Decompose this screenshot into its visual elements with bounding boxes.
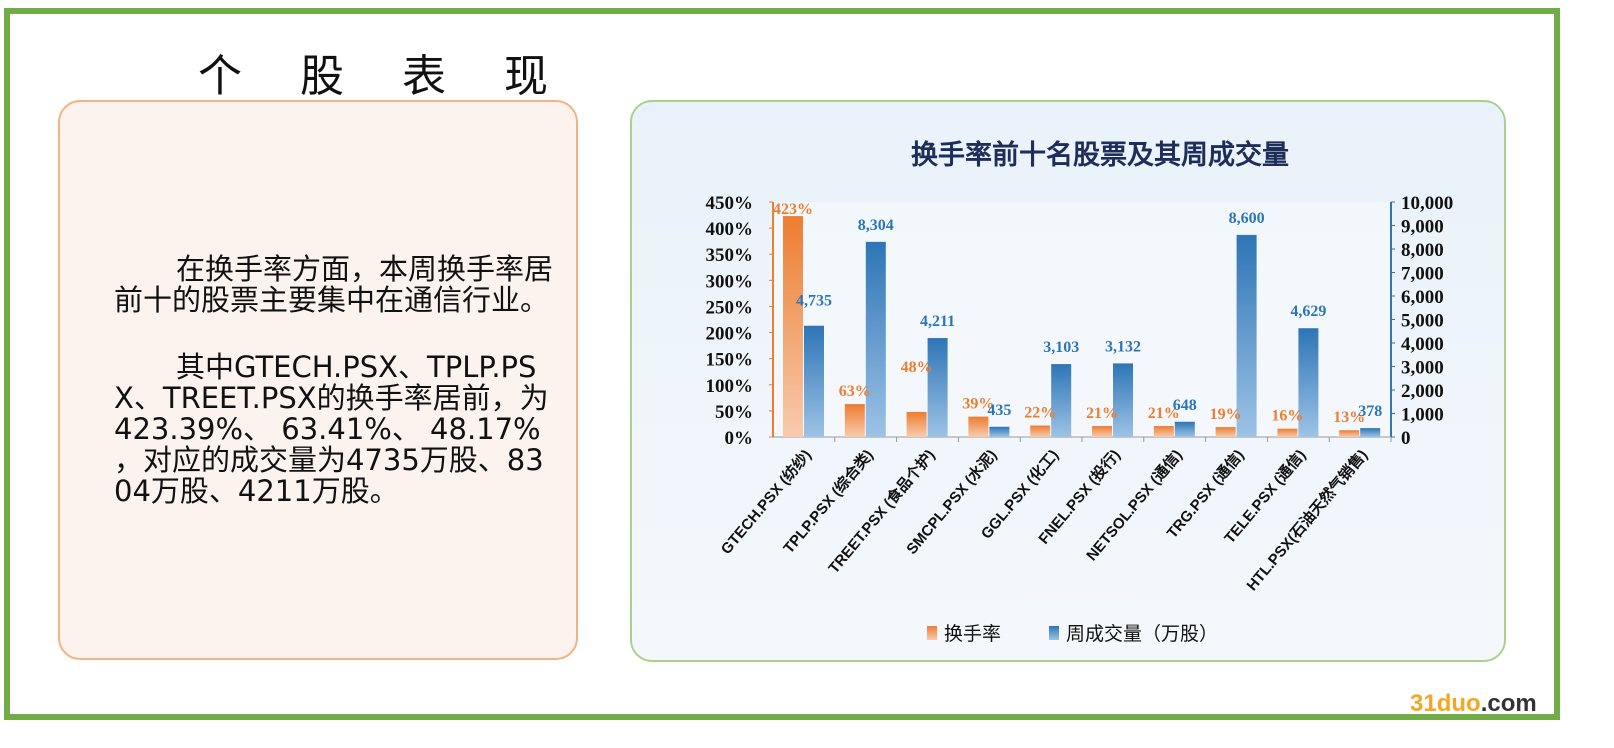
data-label-turnover: 13%	[1333, 409, 1365, 426]
paragraph-turnover-summary: 在换手率方面，本周换手率居前十的股票主要集中在通信行业。	[114, 252, 554, 317]
page-title: 个 股 表 现	[198, 51, 570, 102]
left-tick-label: 200%	[706, 324, 754, 345]
left-tick-label: 400%	[706, 219, 754, 240]
right-tick-label: 10,000	[1401, 193, 1453, 214]
watermark-main: 31duo	[1410, 690, 1481, 717]
data-label-volume: 4,735	[796, 293, 832, 310]
x-category-label: TREET.PSX (食品个护)	[825, 446, 939, 577]
bar-volume	[804, 325, 824, 437]
bar-turnover	[1339, 430, 1360, 437]
data-label-turnover: 21%	[1086, 405, 1118, 422]
data-label-volume: 435	[987, 402, 1011, 419]
left-tick-label: 350%	[706, 245, 754, 266]
data-label-turnover: 39%	[962, 396, 994, 413]
right-tick-label: 7,000	[1401, 264, 1444, 285]
turnover-volume-chart: 换手率前十名股票及其周成交量 0% 50% 100% 150% 200% 250% 300%…	[706, 139, 1454, 645]
data-label-turnover: 22%	[1024, 405, 1056, 422]
chart-title: 换手率前十名股票及其周成交量	[911, 139, 1289, 170]
left-tick-label: 450%	[706, 193, 754, 214]
right-tick-label: 0	[1401, 428, 1411, 449]
slide-frame	[4, 8, 1560, 720]
data-label-volume: 8,304	[858, 217, 894, 234]
left-tick-label: 100%	[706, 376, 754, 397]
data-label-volume: 648	[1173, 397, 1197, 414]
bar-volume	[865, 241, 886, 437]
bar-volume	[1298, 328, 1319, 437]
left-tick-label: 250%	[706, 297, 754, 318]
bar-turnover	[1215, 427, 1236, 437]
data-label-turnover: 63%	[839, 383, 871, 400]
watermark: 31duo.com	[1410, 690, 1537, 718]
bar-turnover	[968, 416, 989, 437]
data-label-turnover: 16%	[1271, 408, 1303, 425]
bar-turnover	[844, 404, 865, 437]
right-tick-label: 9,000	[1401, 217, 1444, 238]
bar-volume	[1236, 234, 1257, 437]
legend-label-volume: 周成交量（万股）	[1066, 623, 1218, 645]
left-tick-label: 0%	[725, 428, 754, 449]
data-label-volume: 378	[1358, 403, 1382, 420]
data-label-volume: 4,629	[1290, 303, 1326, 320]
left-tick-label: 300%	[706, 271, 754, 292]
legend-swatch-turnover	[927, 626, 937, 640]
right-tick-label: 6,000	[1401, 287, 1444, 308]
right-tick-label: 5,000	[1401, 311, 1444, 332]
left-tick-label: 150%	[706, 350, 754, 371]
right-tick-label: 8,000	[1401, 240, 1444, 261]
data-label-volume: 8,600	[1229, 210, 1265, 227]
bar-volume	[1360, 428, 1381, 437]
bar-turnover	[1277, 428, 1298, 437]
data-label-volume: 3,132	[1105, 338, 1141, 355]
bar-turnover	[1092, 426, 1112, 437]
bar-volume	[1113, 363, 1133, 437]
data-label-turnover: 423%	[773, 201, 813, 218]
data-label-turnover: 19%	[1210, 406, 1242, 423]
right-tick-label: 3,000	[1401, 358, 1444, 379]
data-label-volume: 4,211	[920, 313, 955, 330]
paragraph-top-stocks: 其中GTECH.PSX、TPLP.PSX、TREET.PSX的换手率居前，为 4…	[114, 350, 549, 508]
watermark-suffix: .com	[1480, 690, 1537, 717]
bar-turnover	[1153, 426, 1174, 437]
bar-volume	[1051, 364, 1072, 437]
chart-panel: 换手率前十名股票及其周成交量 0% 50% 100% 150% 200% 250% 300%…	[630, 100, 1506, 662]
data-label-turnover: 48%	[901, 359, 933, 376]
right-tick-label: 4,000	[1401, 334, 1444, 355]
bar-volume	[989, 426, 1010, 437]
bar-turnover	[1030, 425, 1051, 437]
data-label-turnover: 21%	[1148, 405, 1180, 422]
right-tick-label: 2,000	[1401, 381, 1444, 402]
bar-turnover	[783, 216, 803, 437]
bar-volume	[1174, 421, 1195, 437]
x-category-label: HTL.PSX(石油天然气销售)	[1243, 446, 1371, 594]
bar-turnover	[906, 411, 927, 437]
data-label-volume: 3,103	[1043, 339, 1079, 356]
bar-volume	[927, 338, 948, 437]
legend-swatch-volume	[1049, 626, 1059, 640]
text-panel: 在换手率方面，本周换手率居前十的股票主要集中在通信行业。 其中GTECH.PSX…	[58, 100, 578, 660]
right-tick-label: 1,000	[1401, 405, 1444, 426]
left-tick-label: 50%	[715, 402, 753, 423]
legend-label-turnover: 换手率	[944, 623, 1001, 645]
